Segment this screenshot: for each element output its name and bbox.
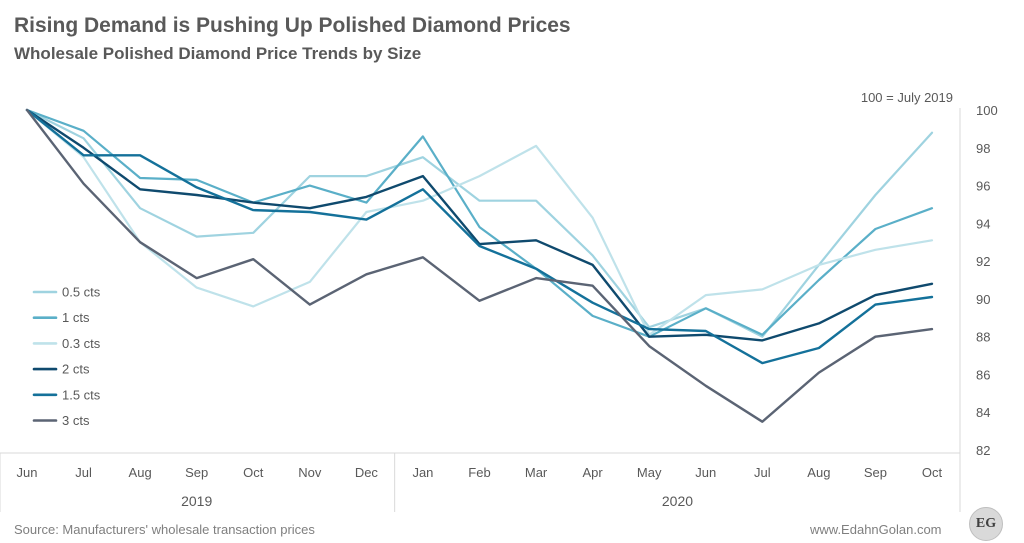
x-tick-label: Jun [695, 465, 716, 480]
x-tick-label: Aug [129, 465, 152, 480]
y-tick-label: 84 [976, 405, 990, 420]
legend-label: 1 cts [62, 310, 90, 325]
x-tick-label: Jun [17, 465, 38, 480]
x-tick-label: Jul [754, 465, 771, 480]
legend-label: 3 cts [62, 413, 90, 428]
x-tick-label: May [637, 465, 662, 480]
year-label: 2019 [181, 493, 212, 509]
series-line [25, 108, 934, 338]
source-note: Source: Manufacturers' wholesale transac… [14, 522, 315, 537]
x-tick-label: Oct [922, 465, 943, 480]
x-tick-label: Mar [525, 465, 548, 480]
x-tick-label: Jul [75, 465, 92, 480]
legend-label: 2 cts [62, 362, 90, 377]
y-tick-label: 96 [976, 179, 990, 194]
legend-label: 1.5 cts [62, 387, 101, 402]
y-tick-label: 94 [976, 216, 990, 231]
eg-logo: EG [969, 507, 1003, 541]
x-tick-label: Sep [185, 465, 208, 480]
chart-subtitle: Wholesale Polished Diamond Price Trends … [14, 44, 422, 63]
legend-label: 0.5 cts [62, 285, 101, 300]
y-tick-label: 100 [976, 103, 998, 118]
chart-title: Rising Demand is Pushing Up Polished Dia… [14, 14, 571, 37]
x-tick-label: Nov [298, 465, 322, 480]
y-tick-label: 82 [976, 443, 990, 458]
axes: Jun Jul Aug Sep Oct Nov Dec Jan Feb Mar Apr May Jun J… [0, 90, 998, 512]
series-line [25, 108, 934, 336]
x-tick-label: Dec [355, 465, 379, 480]
series-line [25, 108, 934, 365]
series-lines [25, 108, 934, 423]
legend-label: 0.3 cts [62, 336, 101, 351]
y-tick-label: 92 [976, 254, 990, 269]
y-tick-label: 98 [976, 141, 990, 156]
series-line [25, 108, 934, 338]
x-tick-label: Feb [468, 465, 490, 480]
legend: 0.5 cts 1 cts 0.3 cts 2 cts 1.5 cts 3 cts [32, 285, 101, 428]
x-tick-label: Sep [864, 465, 887, 480]
index-note: 100 = July 2019 [861, 90, 953, 105]
series-line [25, 108, 934, 342]
year-label: 2020 [662, 493, 693, 509]
x-tick-label: Aug [807, 465, 830, 480]
x-tick-label: Oct [243, 465, 264, 480]
y-tick-label: 88 [976, 330, 990, 345]
website-link[interactable]: www.EdahnGolan.com [810, 522, 942, 537]
x-tick-label: Apr [583, 465, 604, 480]
x-tick-label: Jan [412, 465, 433, 480]
y-tick-label: 90 [976, 292, 990, 307]
y-tick-label: 86 [976, 367, 990, 382]
series-line [25, 108, 934, 423]
